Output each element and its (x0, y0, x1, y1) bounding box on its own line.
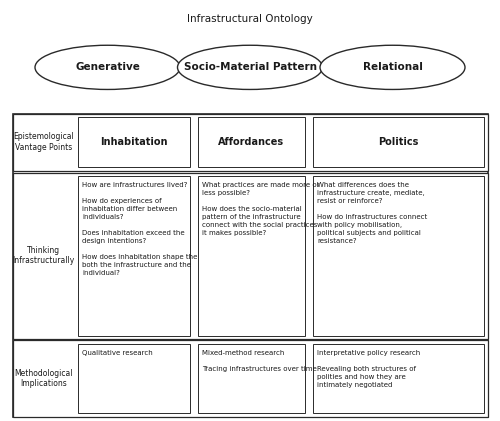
FancyBboxPatch shape (313, 344, 484, 413)
Text: Qualitative research: Qualitative research (82, 350, 153, 356)
FancyBboxPatch shape (198, 176, 305, 336)
Text: Politics: Politics (378, 137, 418, 147)
Text: Epistemological
Vantage Points: Epistemological Vantage Points (13, 132, 74, 152)
FancyBboxPatch shape (78, 176, 190, 336)
FancyBboxPatch shape (12, 114, 488, 417)
FancyBboxPatch shape (313, 176, 484, 336)
FancyBboxPatch shape (198, 117, 305, 167)
FancyBboxPatch shape (78, 344, 190, 413)
Text: Thinking
Infrastructurally: Thinking Infrastructurally (12, 246, 74, 266)
Text: Socio-Material Pattern: Socio-Material Pattern (184, 62, 316, 72)
Text: Inhabitation: Inhabitation (100, 137, 168, 147)
Text: Relational: Relational (362, 62, 422, 72)
Text: Interpretative policy research

Revealing both structures of
polities and how th: Interpretative policy research Revealing… (317, 350, 420, 388)
Text: How are infrastructures lived?

How do experiences of
inhabitation differ betwee: How are infrastructures lived? How do ex… (82, 182, 198, 276)
Text: Affordances: Affordances (218, 137, 284, 147)
FancyBboxPatch shape (12, 173, 488, 339)
FancyBboxPatch shape (12, 114, 488, 171)
Ellipse shape (320, 45, 465, 90)
Text: What practices are made more or
less possible?

How does the socio-material
patt: What practices are made more or less pos… (202, 182, 320, 236)
FancyBboxPatch shape (198, 344, 305, 413)
Text: Infrastructural Ontology: Infrastructural Ontology (187, 14, 313, 24)
Ellipse shape (35, 45, 180, 90)
FancyBboxPatch shape (313, 117, 484, 167)
Text: Methodological
Implications: Methodological Implications (14, 369, 72, 388)
Text: What differences does the
infrastructure create, mediate,
resist or reinforce?

: What differences does the infrastructure… (317, 182, 427, 244)
Ellipse shape (178, 45, 322, 90)
FancyBboxPatch shape (12, 340, 488, 417)
Text: Mixed-method research

Tracing infrastructures over time: Mixed-method research Tracing infrastruc… (202, 350, 317, 372)
Text: Generative: Generative (75, 62, 140, 72)
FancyBboxPatch shape (78, 117, 190, 167)
